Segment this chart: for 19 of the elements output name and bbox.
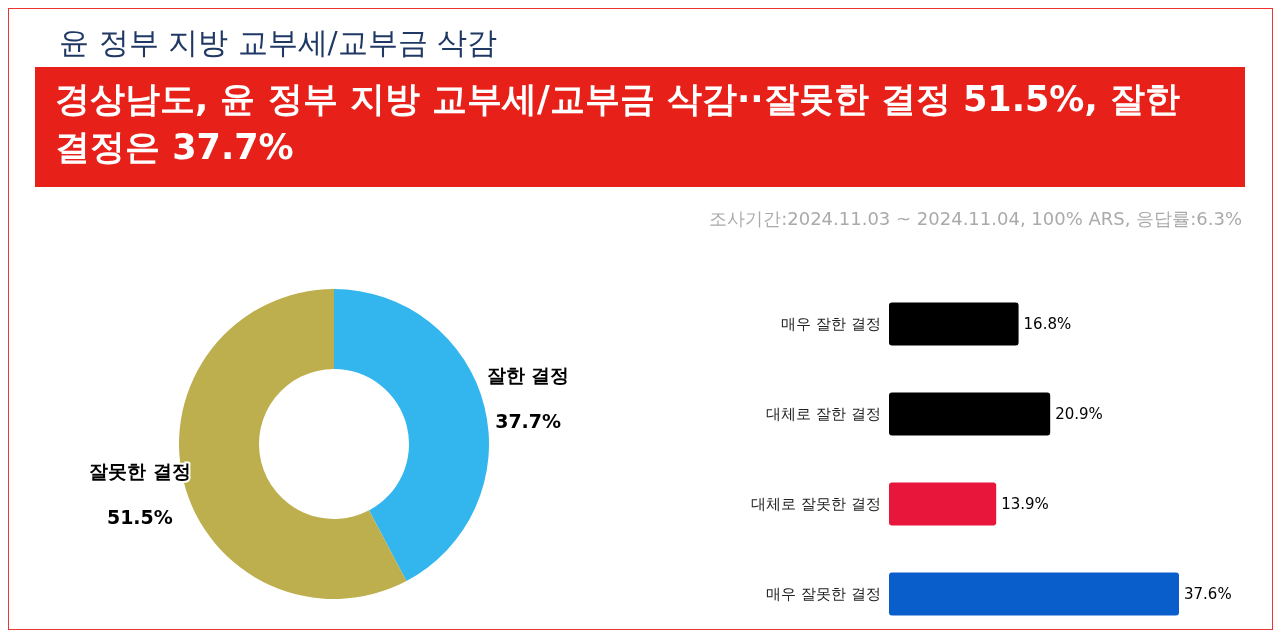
data-label: 13.9% (1001, 495, 1049, 514)
slice-label: 잘한 결정 (486, 363, 570, 386)
y-tick-label: 매우 잘못한 결정 (766, 585, 881, 604)
data-label: 37.6% (1184, 585, 1232, 604)
donut-slice (334, 289, 489, 582)
text: 조사기간:2024.11.03 ~ 2024.11.04, 100% ARS, 응답률:6.3% (709, 207, 1242, 231)
data-label: 20.9% (1055, 405, 1103, 424)
y-tick-label: 대체로 잘못한 결정 (751, 495, 881, 514)
data-label: 51.5% (106, 506, 173, 529)
bar (889, 572, 1179, 616)
bar (889, 482, 997, 526)
data-label: 37.7% (495, 409, 562, 432)
y-tick-label: 대체로 잘한 결정 (766, 405, 881, 424)
chart-subtitle: 경상남도, 윤 정부 지방 교부세/교부금 삭감··잘못한 결정 51.5%, 잘한 결정은 37.7% (35, 67, 1245, 187)
bar (889, 392, 1051, 436)
data-label: 16.8% (1023, 315, 1072, 334)
chart-title: 윤 정부 지방 교부세/교부금 삭감 (59, 24, 498, 62)
bar (889, 302, 1019, 346)
y-tick-label: 매우 잘한 결정 (781, 315, 881, 334)
